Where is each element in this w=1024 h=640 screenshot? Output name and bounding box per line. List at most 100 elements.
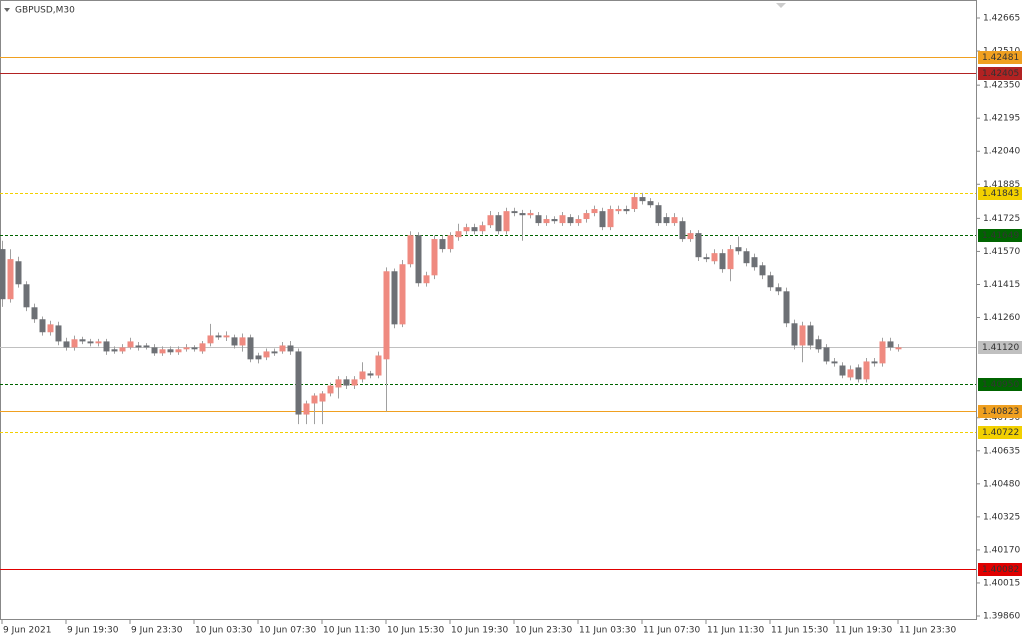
candle-body xyxy=(471,227,478,232)
level-label: 1.41120 xyxy=(982,343,1019,353)
candle-body xyxy=(527,213,534,216)
candle-body xyxy=(15,261,22,285)
level-label: 1.40950 xyxy=(982,380,1019,390)
candle-body xyxy=(383,271,390,360)
level-label-box xyxy=(978,341,1022,354)
level-label-box xyxy=(978,563,1022,576)
candle-body xyxy=(191,347,198,350)
candle-body xyxy=(0,249,6,300)
candle-body xyxy=(375,355,382,376)
candle-body xyxy=(863,361,870,380)
candle-body xyxy=(351,379,358,386)
candle-body xyxy=(783,291,790,324)
candle-body xyxy=(215,335,222,338)
candle-body xyxy=(127,341,134,348)
candle-body xyxy=(231,337,238,346)
candle-body xyxy=(31,307,38,320)
candle-body xyxy=(303,403,310,415)
candle-body xyxy=(407,235,414,265)
x-tick-label: 10 Jun 07:30 xyxy=(259,626,316,636)
candle-body xyxy=(247,337,254,360)
candle-body xyxy=(279,345,286,352)
level-label-box xyxy=(978,405,1022,418)
menu-arrow[interactable] xyxy=(4,8,10,12)
candle-body xyxy=(887,341,894,348)
candle-body xyxy=(519,213,526,216)
y-tick-label: 1.40635 xyxy=(983,446,1020,456)
x-tick-label: 10 Jun 03:30 xyxy=(195,626,252,636)
candle-body xyxy=(271,351,278,354)
y-tick-label: 1.42350 xyxy=(983,81,1020,91)
y-tick-label: 1.42040 xyxy=(983,147,1020,157)
candle-body xyxy=(423,275,430,284)
candle-body xyxy=(495,215,502,232)
x-tick-label: 11 Jun 03:30 xyxy=(579,626,636,636)
level-label: 1.42481 xyxy=(982,53,1019,63)
candle-body xyxy=(39,319,46,333)
candle-body xyxy=(439,239,446,250)
candle-body xyxy=(543,219,550,224)
candle-body xyxy=(663,217,670,224)
candle-body xyxy=(143,345,150,348)
candle-body xyxy=(71,339,78,348)
x-tick-label: 9 Jun 23:30 xyxy=(131,626,183,636)
candle-body xyxy=(343,379,350,386)
y-tick-label: 1.40170 xyxy=(983,545,1020,555)
x-tick-label: 10 Jun 23:30 xyxy=(515,626,572,636)
candle-body xyxy=(615,209,622,212)
shift-marker xyxy=(776,3,786,8)
candle-body xyxy=(679,221,686,240)
y-tick-label: 1.41415 xyxy=(983,280,1020,290)
candle-body xyxy=(895,347,902,350)
candle-body xyxy=(511,211,518,214)
y-tick-label: 1.39860 xyxy=(983,612,1020,622)
candle-body xyxy=(399,264,406,325)
candle-body xyxy=(775,287,782,292)
candle-body xyxy=(815,339,822,350)
candle-body xyxy=(111,349,118,352)
candle-body xyxy=(591,209,598,214)
level-label-box xyxy=(978,378,1022,391)
candle-body xyxy=(751,257,758,268)
candle-body xyxy=(711,253,718,262)
candle-body xyxy=(607,209,614,228)
candle-body xyxy=(255,355,262,360)
candle-body xyxy=(47,324,54,333)
candle-body xyxy=(319,393,326,402)
candle-body xyxy=(311,395,318,404)
x-tick-label: 11 Jun 15:30 xyxy=(771,626,828,636)
candle-body xyxy=(415,235,422,284)
y-tick-label: 1.42665 xyxy=(983,14,1020,24)
candle-body xyxy=(367,373,374,376)
level-label-box xyxy=(978,67,1022,80)
candle-body xyxy=(831,361,838,364)
candle-body xyxy=(263,351,270,358)
candle-body xyxy=(599,211,606,228)
candle-body xyxy=(727,249,734,270)
candle-body xyxy=(167,349,174,353)
level-label: 1.40722 xyxy=(982,428,1019,438)
candle-body xyxy=(567,217,574,224)
candle-body xyxy=(479,225,486,232)
y-tick-label: 1.41570 xyxy=(983,247,1020,257)
candle-body xyxy=(719,253,726,270)
x-tick-label: 10 Jun 15:30 xyxy=(387,626,444,636)
candle-body xyxy=(487,215,494,226)
y-tick-label: 1.40325 xyxy=(983,512,1020,522)
candle-body xyxy=(55,325,62,342)
candle-body xyxy=(839,365,846,376)
candle-body xyxy=(151,347,158,354)
level-label: 1.41649 xyxy=(982,231,1019,241)
candle-body xyxy=(79,339,86,342)
candle-body xyxy=(503,211,510,232)
candle-body xyxy=(183,347,190,350)
candle-body xyxy=(223,335,230,338)
candle-body xyxy=(455,231,462,238)
candle-body xyxy=(759,265,766,276)
candle-body xyxy=(103,341,110,352)
level-label: 1.40823 xyxy=(982,407,1019,417)
candle-body xyxy=(695,233,702,258)
candle-body xyxy=(551,219,558,222)
x-tick-label: 9 Jun 19:30 xyxy=(67,626,119,636)
